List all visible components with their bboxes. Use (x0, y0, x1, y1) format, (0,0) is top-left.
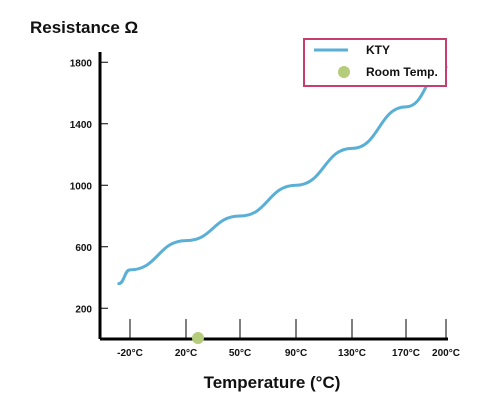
x-tick-label: 200°C (432, 348, 460, 359)
legend: KTY Room Temp. (303, 38, 447, 87)
y-axis-title: Resistance Ω (30, 18, 138, 37)
axes (98, 52, 448, 341)
series-layer (117, 65, 448, 286)
y-tick-label: 200 (75, 304, 92, 315)
x-ticks: -20°C 20°C 50°C 90°C 130°C 170°C 200°C (117, 319, 460, 359)
legend-label-kty: KTY (366, 43, 390, 57)
x-tick-label: 130°C (338, 348, 366, 359)
legend-marker-room-temp (338, 66, 350, 78)
legend-box (303, 38, 447, 87)
x-tick-label: 20°C (175, 348, 197, 359)
y-tick-label: 1400 (70, 120, 93, 131)
y-tick-label: 1800 (70, 58, 93, 69)
series-line-kty (117, 65, 448, 286)
marker-layer (192, 332, 204, 344)
x-tick-label: 90°C (285, 348, 307, 359)
y-tick-label: 1000 (70, 181, 93, 192)
y-ticks: 200 600 1000 1400 1800 (70, 58, 108, 315)
x-tick-label: -20°C (117, 348, 143, 359)
room-temp-marker (192, 332, 204, 344)
x-axis-title: Temperature (°C) (204, 373, 341, 392)
legend-label-room-temp: Room Temp. (366, 65, 438, 79)
x-tick-label: 50°C (229, 348, 251, 359)
x-tick-label: 170°C (392, 348, 420, 359)
y-tick-label: 600 (75, 243, 92, 254)
